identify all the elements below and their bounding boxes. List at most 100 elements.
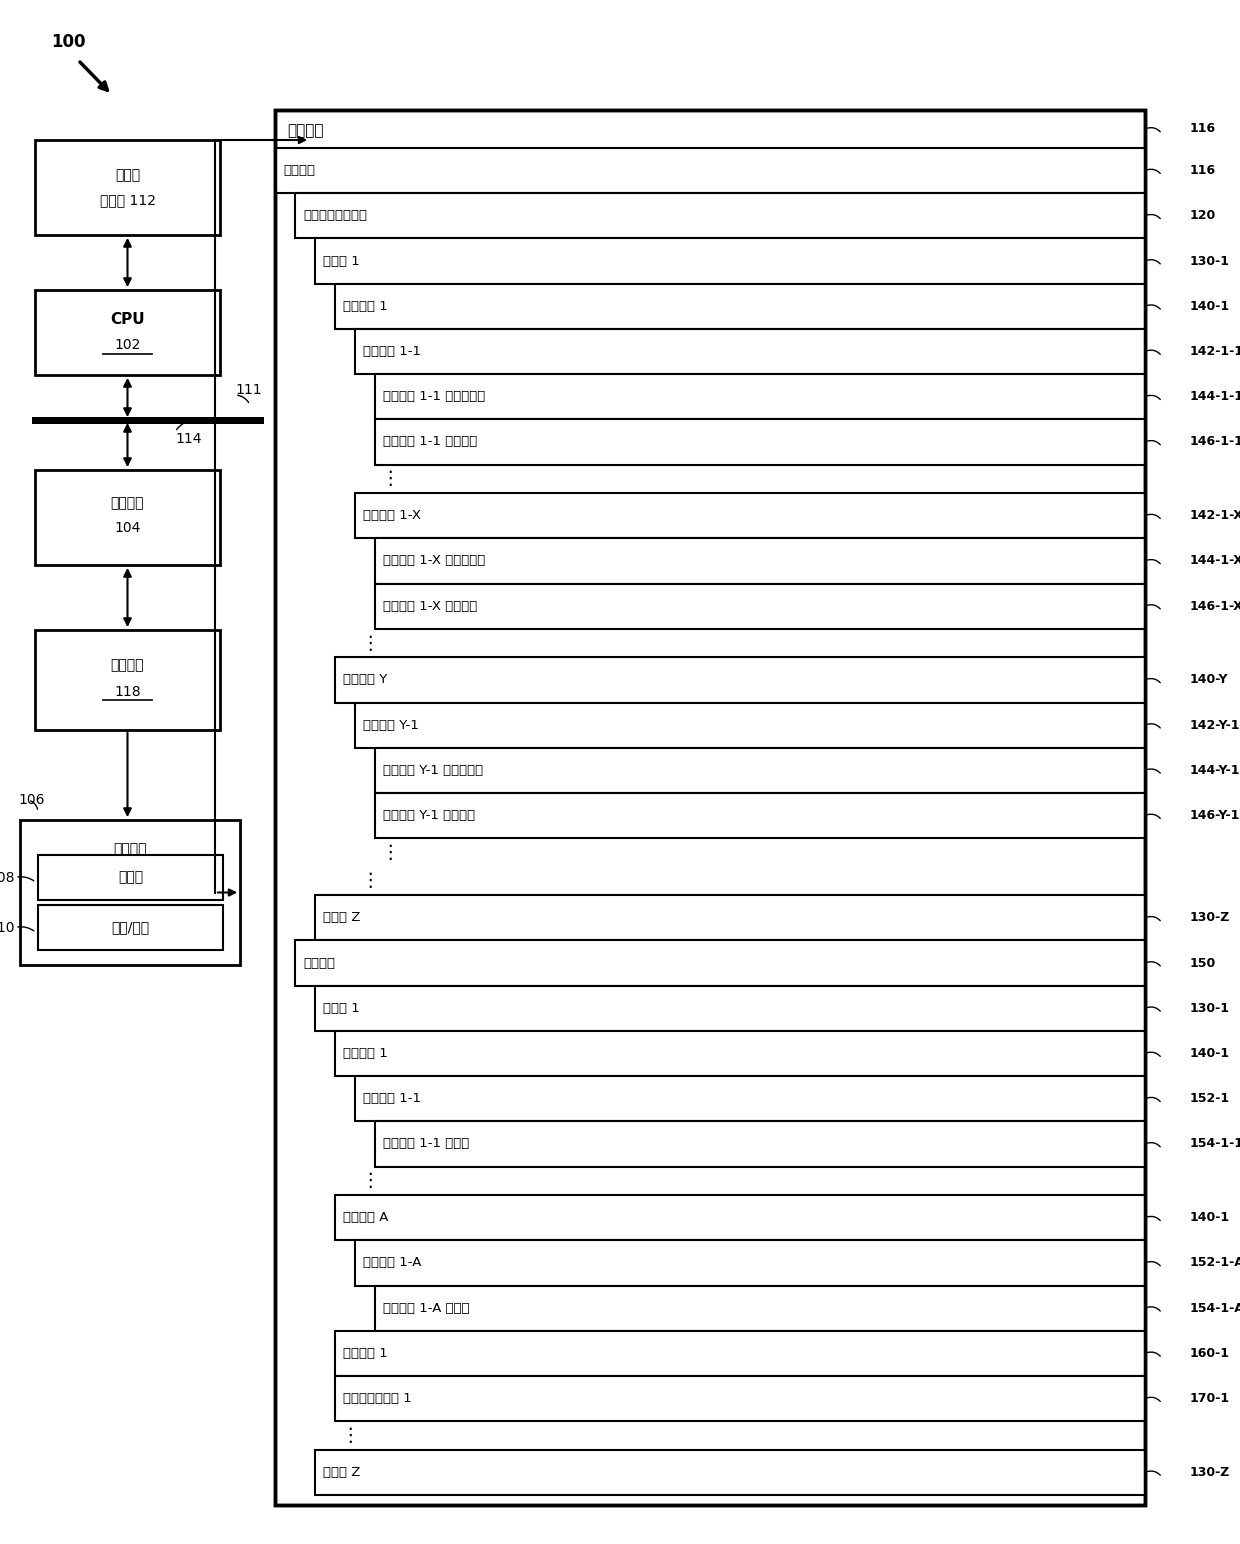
- Bar: [315, 896, 1145, 940]
- Bar: [295, 940, 1145, 985]
- Text: 110: 110: [0, 920, 15, 934]
- Text: 152-1-A: 152-1-A: [1190, 1257, 1240, 1269]
- Text: 显示器: 显示器: [118, 871, 143, 885]
- Text: 结合事件 Y-1 的持续时间: 结合事件 Y-1 的持续时间: [383, 764, 484, 777]
- Text: 102: 102: [114, 338, 140, 352]
- Text: 146-Y-1: 146-Y-1: [1190, 809, 1240, 821]
- Text: 104: 104: [114, 520, 140, 536]
- Text: 146-1-X: 146-1-X: [1190, 599, 1240, 613]
- Text: 网络接口: 网络接口: [110, 496, 144, 510]
- Bar: [374, 1121, 1145, 1167]
- Bar: [38, 855, 223, 900]
- Text: 144-1-X: 144-1-X: [1190, 554, 1240, 567]
- Text: 结合事件 1-X 的光子数: 结合事件 1-X 的光子数: [383, 599, 477, 613]
- Bar: [374, 747, 1145, 794]
- Text: 140-1: 140-1: [1190, 1210, 1230, 1224]
- Bar: [374, 584, 1145, 628]
- Bar: [20, 820, 241, 965]
- Text: 结合事件 Y-1 的光子数: 结合事件 Y-1 的光子数: [383, 809, 475, 821]
- Text: 111: 111: [236, 383, 262, 397]
- Bar: [335, 1376, 1145, 1420]
- Text: 140-Y: 140-Y: [1190, 673, 1229, 687]
- Text: 144-1-1: 144-1-1: [1190, 391, 1240, 403]
- Text: 154-1-A: 154-1-A: [1190, 1302, 1240, 1314]
- Bar: [374, 1286, 1145, 1331]
- Text: 存储器 112: 存储器 112: [99, 193, 155, 207]
- Text: 碟基调用 1-1: 碟基调用 1-1: [363, 1092, 422, 1106]
- Bar: [275, 110, 1145, 1505]
- Text: 130-Z: 130-Z: [1190, 1465, 1230, 1479]
- Text: 永久性: 永久性: [115, 168, 140, 182]
- Text: 150: 150: [1190, 957, 1216, 970]
- Text: 结合位点 1: 结合位点 1: [343, 300, 388, 313]
- Text: 108: 108: [0, 871, 15, 885]
- Bar: [315, 238, 1145, 284]
- Bar: [355, 1076, 1145, 1121]
- Text: 140-1: 140-1: [1190, 300, 1230, 313]
- Text: 152-1: 152-1: [1190, 1092, 1230, 1106]
- Text: 结合位点 1: 结合位点 1: [343, 1047, 388, 1061]
- Text: 146-1-1: 146-1-1: [1190, 435, 1240, 448]
- Text: 互补钉碟基调用 1: 互补钉碟基调用 1: [343, 1393, 412, 1405]
- Text: 靶分子 1: 靶分子 1: [322, 1002, 360, 1014]
- Text: 144-Y-1: 144-Y-1: [1190, 764, 1240, 777]
- Text: 碟基调用 1-A: 碟基调用 1-A: [363, 1257, 422, 1269]
- Text: 结合位点 Y: 结合位点 Y: [343, 673, 387, 687]
- Text: 结合事件 1-X: 结合事件 1-X: [363, 510, 422, 522]
- Bar: [35, 469, 219, 565]
- Text: 结合事件 1-1: 结合事件 1-1: [363, 344, 422, 358]
- Text: ⋮: ⋮: [381, 469, 399, 488]
- Bar: [35, 630, 219, 730]
- Bar: [374, 539, 1145, 584]
- Text: 118: 118: [114, 686, 141, 699]
- Text: 碟基调用 1-A 的概率: 碟基调用 1-A 的概率: [383, 1302, 470, 1314]
- Bar: [355, 493, 1145, 539]
- Text: 100: 100: [51, 32, 86, 51]
- Text: 操作系统: 操作系统: [283, 164, 315, 178]
- Bar: [335, 284, 1145, 329]
- Text: ⋮: ⋮: [340, 1427, 360, 1445]
- Text: 130-1: 130-1: [1190, 255, 1230, 267]
- Text: 142-1-X: 142-1-X: [1190, 510, 1240, 522]
- Text: 170-1: 170-1: [1190, 1393, 1230, 1405]
- Text: 130-Z: 130-Z: [1190, 911, 1230, 925]
- Text: 116: 116: [1190, 164, 1216, 178]
- Text: 结合事件 1-1 的持续时间: 结合事件 1-1 的持续时间: [383, 391, 485, 403]
- Text: 靶分子 1: 靶分子 1: [322, 255, 360, 267]
- Text: ⋮: ⋮: [361, 1172, 379, 1190]
- Text: 106: 106: [19, 794, 45, 808]
- Bar: [35, 290, 219, 375]
- Bar: [295, 193, 1145, 238]
- Text: 通信模块: 通信模块: [110, 658, 144, 672]
- Bar: [355, 329, 1145, 374]
- Bar: [275, 148, 1145, 193]
- Text: 结合事件 1-X 的持续时间: 结合事件 1-X 的持续时间: [383, 554, 485, 567]
- Text: 结合位点 A: 结合位点 A: [343, 1210, 388, 1224]
- Bar: [374, 374, 1145, 420]
- Bar: [275, 110, 1145, 1505]
- Text: 160-1: 160-1: [1190, 1346, 1230, 1360]
- Bar: [335, 1031, 1145, 1076]
- Text: 114: 114: [175, 432, 201, 446]
- Bar: [355, 703, 1145, 747]
- Text: 结合事件 Y-1: 结合事件 Y-1: [363, 718, 419, 732]
- Text: 靶分子 Z: 靶分子 Z: [322, 1465, 361, 1479]
- Text: 测序模块: 测序模块: [303, 957, 335, 970]
- Bar: [374, 794, 1145, 838]
- Text: 光学活性检测模块: 光学活性检测模块: [303, 210, 367, 222]
- Text: ⋮: ⋮: [361, 871, 379, 891]
- Text: 用户界面: 用户界面: [113, 841, 146, 855]
- Bar: [335, 1331, 1145, 1376]
- Text: 120: 120: [1190, 210, 1216, 222]
- Bar: [315, 1450, 1145, 1495]
- Text: 参考分子 1: 参考分子 1: [343, 1346, 388, 1360]
- Bar: [355, 1240, 1145, 1286]
- Bar: [374, 420, 1145, 465]
- Bar: [35, 141, 219, 235]
- Bar: [335, 1195, 1145, 1240]
- Text: 130-1: 130-1: [1190, 1002, 1230, 1014]
- Bar: [315, 985, 1145, 1031]
- Text: 输入/键盘: 输入/键盘: [112, 920, 150, 934]
- Text: 142-1-1: 142-1-1: [1190, 344, 1240, 358]
- Text: 140-1: 140-1: [1190, 1047, 1230, 1061]
